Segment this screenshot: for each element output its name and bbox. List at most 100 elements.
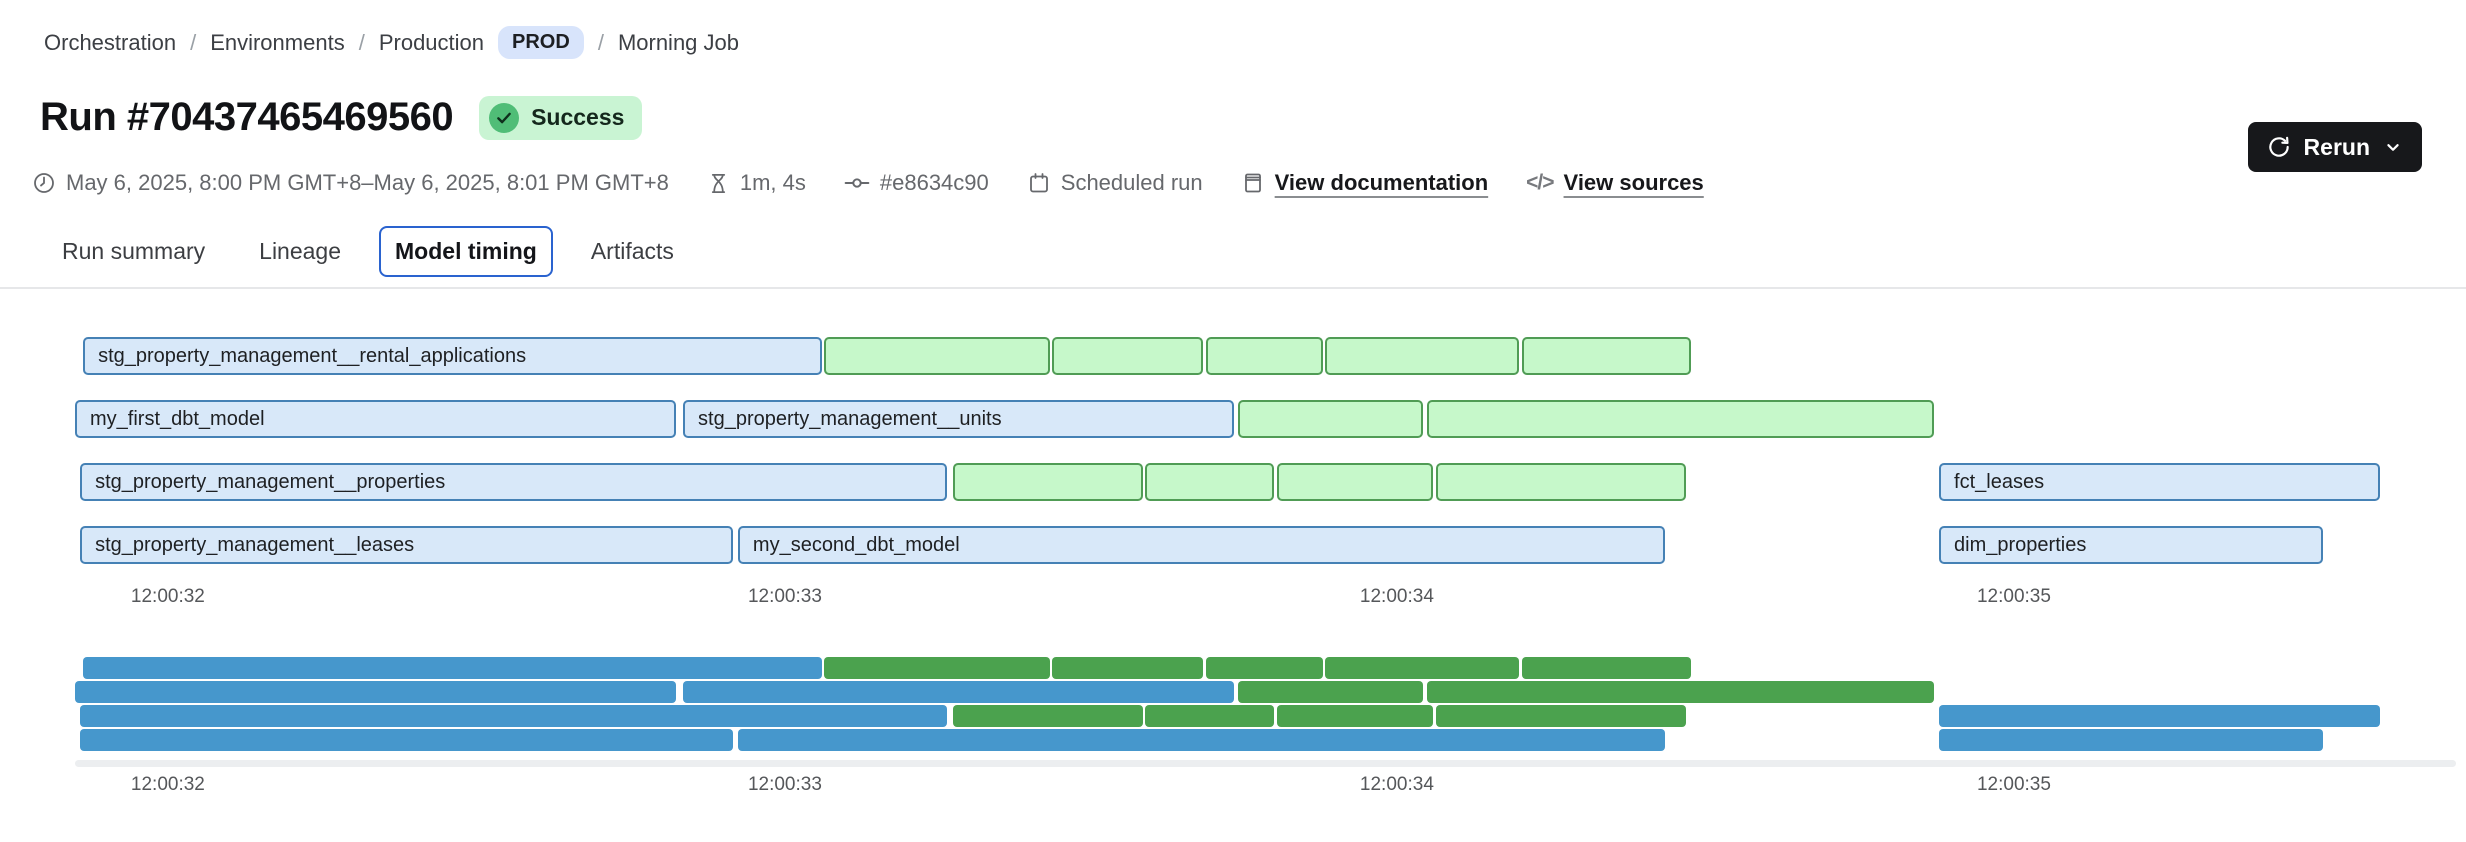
code-icon: </> xyxy=(1526,171,1554,194)
minimap-row xyxy=(75,705,2380,729)
minimap-bar xyxy=(1427,681,1935,703)
minimap-bar xyxy=(1144,705,1275,727)
rerun-button-label: Rerun xyxy=(2303,133,2370,160)
gantt-bar[interactable]: dim_properties xyxy=(1939,526,2324,564)
gantt-bar[interactable] xyxy=(952,463,1143,501)
axis-tick-label: 12:00:35 xyxy=(1976,774,2051,795)
gantt-bar[interactable] xyxy=(823,337,1050,375)
minimap-bar xyxy=(952,705,1143,727)
minimap-time-axis: 12:00:32 12:00:33 12:00:34 12:00:35 xyxy=(75,774,2380,800)
gantt-bar-label: dim_properties xyxy=(1954,533,2087,556)
environment-badge: PROD xyxy=(498,26,584,59)
gantt-bar[interactable] xyxy=(1427,400,1935,438)
gantt-bar[interactable] xyxy=(1206,337,1324,375)
minimap-bar xyxy=(1522,657,1692,679)
minimap-bar xyxy=(80,705,947,727)
breadcrumb-separator: / xyxy=(597,29,604,55)
view-documentation-label[interactable]: View documentation xyxy=(1274,170,1489,195)
time-range-label: May 6, 2025, 8:00 PM GMT+8–May 6, 2025, … xyxy=(66,170,669,195)
axis-tick-label: 12:00:33 xyxy=(747,774,822,795)
view-documentation-link[interactable]: View documentation xyxy=(1241,170,1489,196)
run-tabs: Run summary Lineage Model timing Artifac… xyxy=(0,196,2466,277)
gantt-bar[interactable] xyxy=(1277,463,1434,501)
gantt-bar[interactable]: stg_property_management__units xyxy=(683,400,1234,438)
status-badge-label: Success xyxy=(531,104,625,130)
minimap-scrollbar[interactable] xyxy=(75,760,2456,767)
run-type-label: Scheduled run xyxy=(1060,170,1203,195)
gantt-row: stg_property_management__leases my_second… xyxy=(75,526,2380,589)
gantt-bar[interactable]: my_second_dbt_model xyxy=(737,526,1665,564)
commit-icon xyxy=(844,170,870,196)
minimap-bar xyxy=(80,729,734,751)
rerun-button[interactable]: Rerun xyxy=(2247,122,2422,172)
gantt-bar-label: stg_property_management__leases xyxy=(95,533,415,556)
minimap-row xyxy=(75,729,2380,753)
minimap-bar xyxy=(83,657,823,679)
gantt-bar[interactable]: my_first_dbt_model xyxy=(75,400,676,438)
model-timing-gantt: stg_property_management__rental_applicat… xyxy=(75,337,2380,564)
minimap-bar xyxy=(823,657,1050,679)
status-badge: Success xyxy=(479,95,643,140)
run-meta-row: May 6, 2025, 8:00 PM GMT+8–May 6, 2025, … xyxy=(0,140,2466,196)
minimap-row xyxy=(75,681,2380,705)
timing-minimap[interactable] xyxy=(75,657,2380,753)
minimap-bar xyxy=(1277,705,1434,727)
tab-model-timing[interactable]: Model timing xyxy=(379,226,553,277)
tab-run-summary[interactable]: Run summary xyxy=(62,238,206,264)
gantt-bar[interactable] xyxy=(1436,463,1687,501)
gantt-time-axis: 12:00:32 12:00:33 12:00:34 12:00:35 xyxy=(75,586,2380,612)
gantt-bar[interactable] xyxy=(1052,337,1204,375)
breadcrumb-environments[interactable]: Environments xyxy=(210,29,345,55)
tabs-divider xyxy=(0,287,2466,289)
gantt-bar[interactable] xyxy=(1522,337,1692,375)
view-sources-link[interactable]: </> View sources xyxy=(1526,170,1704,196)
minimap-bar xyxy=(1939,729,2324,751)
documentation-icon xyxy=(1241,171,1265,195)
gantt-bar-label: my_second_dbt_model xyxy=(752,533,960,556)
chevron-down-icon xyxy=(2382,136,2404,158)
axis-tick-label: 12:00:34 xyxy=(1359,586,1434,607)
hourglass-icon xyxy=(707,172,730,195)
breadcrumb-production[interactable]: Production xyxy=(378,29,485,55)
gantt-bar[interactable]: stg_property_management__properties xyxy=(80,463,947,501)
page-title: Run #70437465469560 xyxy=(40,95,454,139)
time-range: May 6, 2025, 8:00 PM GMT+8–May 6, 2025, … xyxy=(32,170,669,196)
breadcrumb-morning-job[interactable]: Morning Job xyxy=(617,29,740,55)
minimap-bar xyxy=(737,729,1665,751)
minimap-bar xyxy=(1939,705,2380,727)
minimap-bar xyxy=(1052,657,1204,679)
run-header: Run #70437465469560 Success xyxy=(0,59,2466,140)
gantt-bar-label: stg_property_management__properties xyxy=(95,470,446,493)
axis-tick-label: 12:00:35 xyxy=(1976,586,2051,607)
run-type: Scheduled run xyxy=(1027,170,1203,196)
gantt-bar-label: my_first_dbt_model xyxy=(90,407,265,430)
gantt-bar[interactable] xyxy=(1144,463,1275,501)
tab-lineage[interactable]: Lineage xyxy=(259,238,342,264)
breadcrumb-orchestration[interactable]: Orchestration xyxy=(44,29,177,55)
minimap-bar xyxy=(1436,705,1687,727)
commit: #e8634c90 xyxy=(844,170,989,196)
calendar-icon xyxy=(1027,171,1051,195)
gantt-row: my_first_dbt_model stg_property_managemen… xyxy=(75,400,2380,463)
minimap-bar xyxy=(1325,657,1520,679)
gantt-bar[interactable]: fct_leases xyxy=(1939,463,2380,501)
commit-hash: #e8634c90 xyxy=(879,170,989,195)
breadcrumb-separator: / xyxy=(190,29,197,55)
axis-tick-label: 12:00:34 xyxy=(1359,774,1434,795)
check-icon xyxy=(489,102,520,133)
gantt-bar-label: stg_property_management__units xyxy=(698,407,1002,430)
gantt-bar[interactable]: stg_property_management__rental_applicat… xyxy=(83,337,823,375)
breadcrumb-separator: / xyxy=(358,29,365,55)
view-sources-label[interactable]: View sources xyxy=(1563,170,1704,195)
gantt-bar[interactable] xyxy=(1238,400,1424,438)
duration-label: 1m, 4s xyxy=(739,170,806,195)
breadcrumb: Orchestration / Environments / Productio… xyxy=(0,0,2466,59)
duration: 1m, 4s xyxy=(707,170,806,196)
minimap-bar xyxy=(1238,681,1424,703)
gantt-bar[interactable] xyxy=(1325,337,1520,375)
tab-artifacts[interactable]: Artifacts xyxy=(590,238,674,264)
minimap-row xyxy=(75,657,2380,681)
axis-tick-label: 12:00:32 xyxy=(130,774,205,795)
gantt-bar[interactable]: stg_property_management__leases xyxy=(80,526,734,564)
